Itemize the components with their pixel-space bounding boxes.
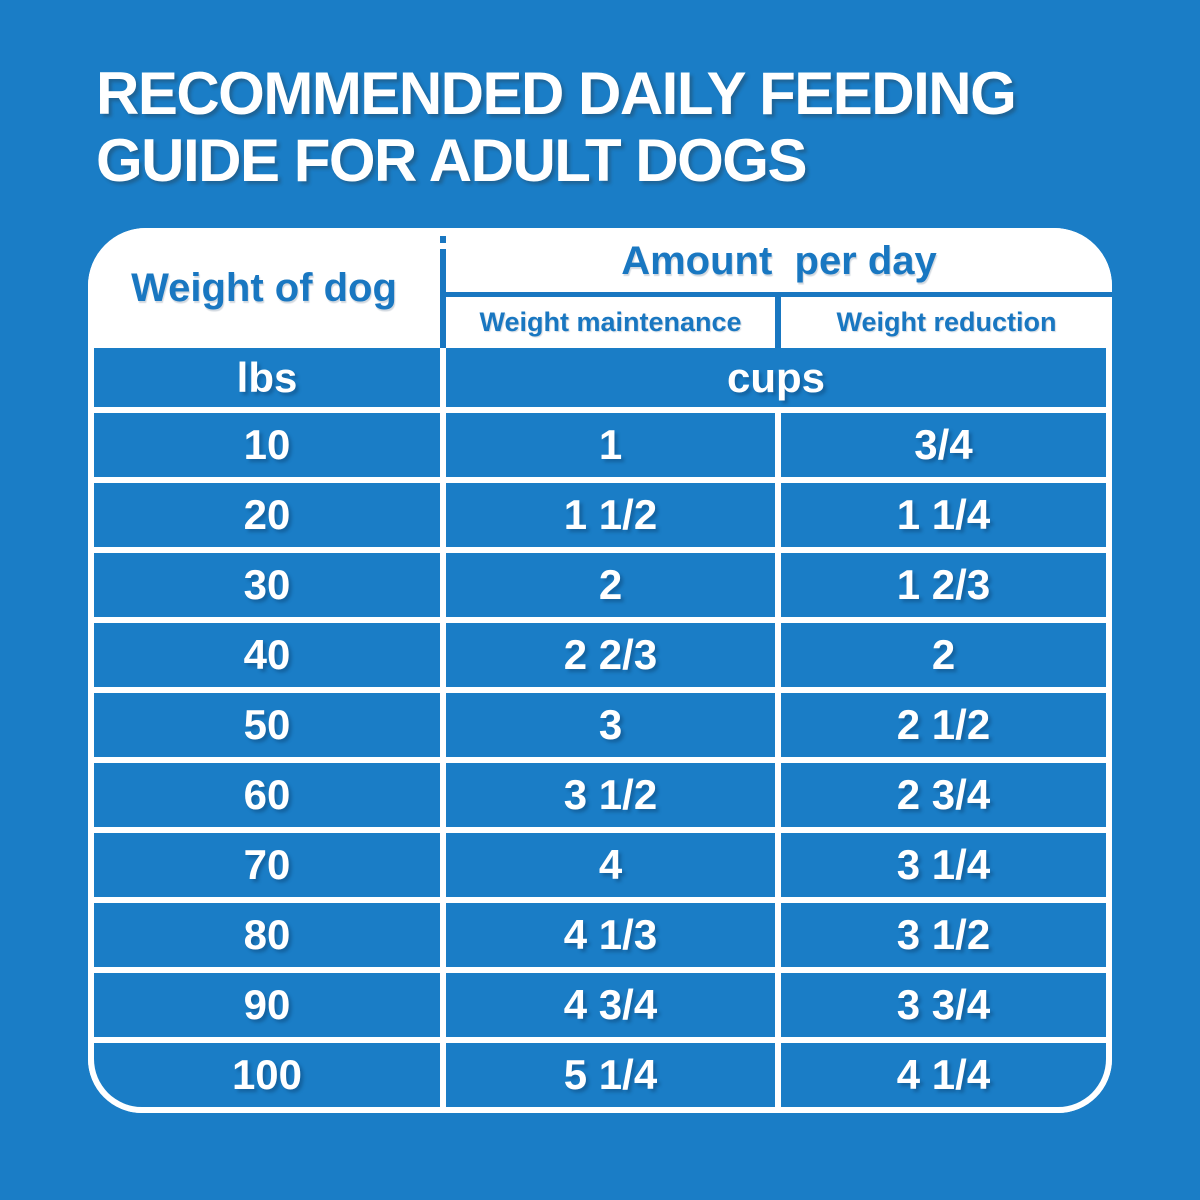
page-title-line1: RECOMMENDED DAILY FEEDING (96, 60, 1017, 127)
table-row: 100 5 1/4 4 1/4 (94, 1043, 1106, 1107)
header-weight-reduction: Weight reduction (836, 307, 1057, 337)
cell-reduction: 3/4 (781, 413, 1106, 477)
cell-maintenance: 4 (446, 833, 775, 897)
units-weight-lbs: lbs (94, 348, 440, 407)
cell-weight: 60 (94, 763, 440, 827)
header-divider-dash (440, 236, 446, 243)
cell-weight: 40 (94, 623, 440, 687)
cell-weight: 10 (94, 413, 440, 477)
cell-maintenance: 2 (446, 553, 775, 617)
cell-weight: 50 (94, 693, 440, 757)
table-row: 50 3 2 1/2 (94, 693, 1106, 757)
cell-maintenance: 1 1/2 (446, 483, 775, 547)
data-rows-container: 10 1 3/4 20 1 1/2 1 1/4 30 2 1 2/3 40 2 … (94, 413, 1106, 1107)
cell-weight: 20 (94, 483, 440, 547)
header-divider-horizontal (440, 292, 1112, 297)
header-divider-vertical-2 (775, 297, 781, 348)
table-body: lbs cups 10 1 3/4 20 1 1/2 1 1/4 30 2 1 … (88, 348, 1112, 1113)
table-row: 60 3 1/2 2 3/4 (94, 763, 1106, 827)
feeding-guide-table: Weight of dog Amount per day Weight main… (88, 228, 1112, 1113)
cell-reduction: 1 1/4 (781, 483, 1106, 547)
page-title: RECOMMENDED DAILY FEEDING GUIDE FOR ADUL… (96, 60, 1017, 194)
table-row: 40 2 2/3 2 (94, 623, 1106, 687)
table-row: 80 4 1/3 3 1/2 (94, 903, 1106, 967)
header-weight-of-dog: Weight of dog (131, 265, 397, 310)
cell-weight: 80 (94, 903, 440, 967)
table-row: 30 2 1 2/3 (94, 553, 1106, 617)
cell-reduction: 4 1/4 (781, 1043, 1106, 1107)
header-divider-vertical-1 (440, 249, 446, 348)
cell-reduction: 1 2/3 (781, 553, 1106, 617)
units-row: lbs cups (94, 348, 1106, 407)
table-row: 90 4 3/4 3 3/4 (94, 973, 1106, 1037)
cell-maintenance: 3 1/2 (446, 763, 775, 827)
page-title-line2: GUIDE FOR ADULT DOGS (96, 127, 807, 194)
cell-weight: 100 (94, 1043, 440, 1107)
cell-reduction: 3 3/4 (781, 973, 1106, 1037)
table-row: 20 1 1/2 1 1/4 (94, 483, 1106, 547)
cell-maintenance: 4 1/3 (446, 903, 775, 967)
cell-reduction: 3 1/2 (781, 903, 1106, 967)
cell-reduction: 3 1/4 (781, 833, 1106, 897)
cell-maintenance: 5 1/4 (446, 1043, 775, 1107)
cell-reduction: 2 3/4 (781, 763, 1106, 827)
table-row: 70 4 3 1/4 (94, 833, 1106, 897)
cell-reduction: 2 1/2 (781, 693, 1106, 757)
cell-maintenance: 2 2/3 (446, 623, 775, 687)
cell-maintenance: 1 (446, 413, 775, 477)
header-amount-per-day: Amount per day (621, 238, 937, 283)
header-weight-maintenance: Weight maintenance (479, 307, 742, 337)
units-amount-cups: cups (446, 348, 1106, 407)
cell-weight: 70 (94, 833, 440, 897)
cell-reduction: 2 (781, 623, 1106, 687)
cell-weight: 30 (94, 553, 440, 617)
cell-maintenance: 3 (446, 693, 775, 757)
table-header: Weight of dog Amount per day Weight main… (88, 228, 1112, 348)
cell-weight: 90 (94, 973, 440, 1037)
cell-maintenance: 4 3/4 (446, 973, 775, 1037)
table-row: 10 1 3/4 (94, 413, 1106, 477)
